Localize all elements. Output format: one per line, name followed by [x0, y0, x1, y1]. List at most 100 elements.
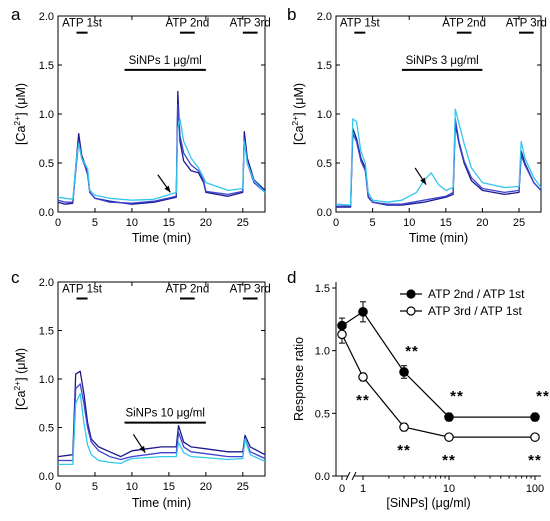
data-point-open: [444, 432, 454, 442]
treatment-label: SiNPs 3 μg/ml: [406, 55, 479, 67]
y-tick-label: 1.0: [317, 109, 332, 121]
panel-label: d: [287, 268, 296, 287]
x-tick-label: 25: [237, 481, 249, 493]
arrow-head: [164, 185, 171, 193]
y-axis-label: Response ratio: [292, 337, 306, 421]
significance-mark: **: [536, 388, 550, 405]
x-tick-label: 15: [440, 217, 452, 229]
significance-mark: **: [528, 452, 542, 469]
x-tick-label: 20: [200, 481, 212, 493]
data-point-filled: [444, 412, 454, 422]
y-tick-label: 0.0: [317, 207, 332, 219]
ratio-line-2: [341, 334, 535, 438]
significance-mark: **: [442, 452, 456, 469]
y-axis-label-part: ] (μM): [292, 83, 306, 116]
y-axis-label-superscript: 2+: [12, 116, 22, 126]
significance-mark: **: [356, 392, 370, 409]
y-axis-label-part: [Ca: [14, 126, 28, 146]
trace-line-3: [58, 392, 266, 466]
ratio-line-1: [341, 310, 535, 418]
x-tick-label: 25: [513, 217, 525, 229]
x-tick-label: 25: [237, 217, 249, 229]
y-tick-label: 1.5: [315, 283, 330, 295]
y-tick-label: 1.0: [39, 109, 54, 121]
x-tick-label: 1: [360, 483, 366, 495]
panel-b: b 0.0 0.5 1.0 1.5 2.0 0 5 10 15 20 25 Time (min) [Ca2…: [287, 5, 547, 245]
data-point-open: [530, 432, 540, 442]
y-tick-label: 1.0: [39, 374, 54, 386]
trace-line-3: [335, 108, 542, 206]
significance-mark: **: [405, 343, 419, 360]
data-point-open: [337, 329, 347, 340]
x-tick-label: 100: [526, 483, 544, 495]
x-tick-label: 5: [92, 481, 98, 493]
legend-marker: [406, 289, 416, 299]
y-tick-label: 2.0: [39, 277, 54, 289]
data-point-filled: [399, 367, 409, 377]
significance-mark: **: [450, 388, 464, 405]
data-point-filled: [358, 307, 368, 317]
trace-line-3: [57, 118, 266, 201]
trace-line-2: [58, 383, 266, 462]
y-tick-label: 0.0: [315, 471, 330, 483]
panel-d: d 0.0 0.5 1.0 1.5 0 1 10 100 [SiNPs] (μg/ml) Respo…: [287, 268, 550, 510]
legend-marker: [406, 306, 416, 316]
y-axis-label-part: ] (μM): [14, 348, 28, 381]
x-tick-label: 5: [92, 217, 98, 229]
x-tick-label: 0: [339, 483, 345, 495]
trace-line-1: [336, 123, 542, 208]
treatment-label: ATP 1st: [340, 18, 381, 30]
trace-line-1: [57, 90, 266, 205]
y-axis-label-superscript: 2+: [12, 381, 22, 391]
legend-label: ATP 2nd / ATP 1st: [428, 287, 525, 301]
x-tick-label: 0: [333, 217, 339, 229]
x-tick-label: 15: [163, 217, 175, 229]
data-point-open: [399, 422, 409, 432]
y-tick-label: 2.0: [39, 11, 54, 23]
y-tick-label: 0.0: [39, 471, 54, 483]
treatment-label: ATP 2nd: [166, 18, 210, 30]
legend-label: ATP 3rd / ATP 1st: [428, 304, 522, 318]
treatment-label: ATP 3rd: [230, 283, 271, 295]
x-tick-label: 0: [55, 217, 61, 229]
axis-break-mark: [351, 471, 357, 481]
trace-line-1: [57, 370, 266, 458]
treatment-label: ATP 2nd: [442, 18, 486, 30]
x-tick-label: 5: [370, 217, 376, 229]
arrow-head: [420, 177, 427, 185]
arrow-head: [139, 445, 146, 453]
y-tick-label: 1.0: [315, 346, 330, 358]
y-axis-label: [Ca2+] (μM): [12, 348, 28, 410]
x-tick-label: 10: [126, 481, 138, 493]
y-axis-label-part: [Ca: [292, 126, 306, 146]
panel-a: a 0.0 0.5 1.0 1.5 2.0 0 5 10 15 20 25 Time (min) [Ca2…: [11, 5, 271, 245]
y-axis-label: [Ca2+] (μM): [290, 83, 306, 145]
y-tick-label: 0.5: [39, 423, 54, 435]
data-point-filled: [530, 412, 540, 422]
panel-label: c: [11, 268, 20, 287]
y-tick-label: 0.5: [317, 158, 332, 170]
treatment-label: SiNPs 1 μg/ml: [129, 55, 202, 67]
x-tick-label: 10: [403, 217, 415, 229]
treatment-label: ATP 1st: [62, 18, 103, 30]
panel-label: a: [11, 5, 21, 24]
y-axis-label-part: [Ca: [14, 391, 28, 411]
y-tick-label: 0.5: [39, 158, 54, 170]
treatment-label: ATP 3rd: [506, 18, 547, 30]
treatment-label: ATP 3rd: [230, 18, 271, 30]
panel-label: b: [287, 5, 296, 24]
axis-break-mark: [345, 471, 351, 481]
data-point-open: [358, 372, 368, 382]
x-axis-label: Time (min): [409, 231, 468, 245]
x-tick-label: 15: [163, 481, 175, 493]
x-axis-label: Time (min): [132, 496, 191, 510]
x-tick-label: 0: [55, 481, 61, 493]
x-tick-label: 20: [200, 217, 212, 229]
y-axis-label-part: ] (μM): [14, 83, 28, 116]
y-tick-label: 1.5: [317, 60, 332, 72]
y-tick-label: 0.0: [39, 207, 54, 219]
x-axis-label: [SiNPs] (μg/ml): [386, 496, 470, 510]
x-tick-label: 20: [476, 217, 488, 229]
treatment-label: SiNPs 10 μg/ml: [125, 408, 204, 420]
